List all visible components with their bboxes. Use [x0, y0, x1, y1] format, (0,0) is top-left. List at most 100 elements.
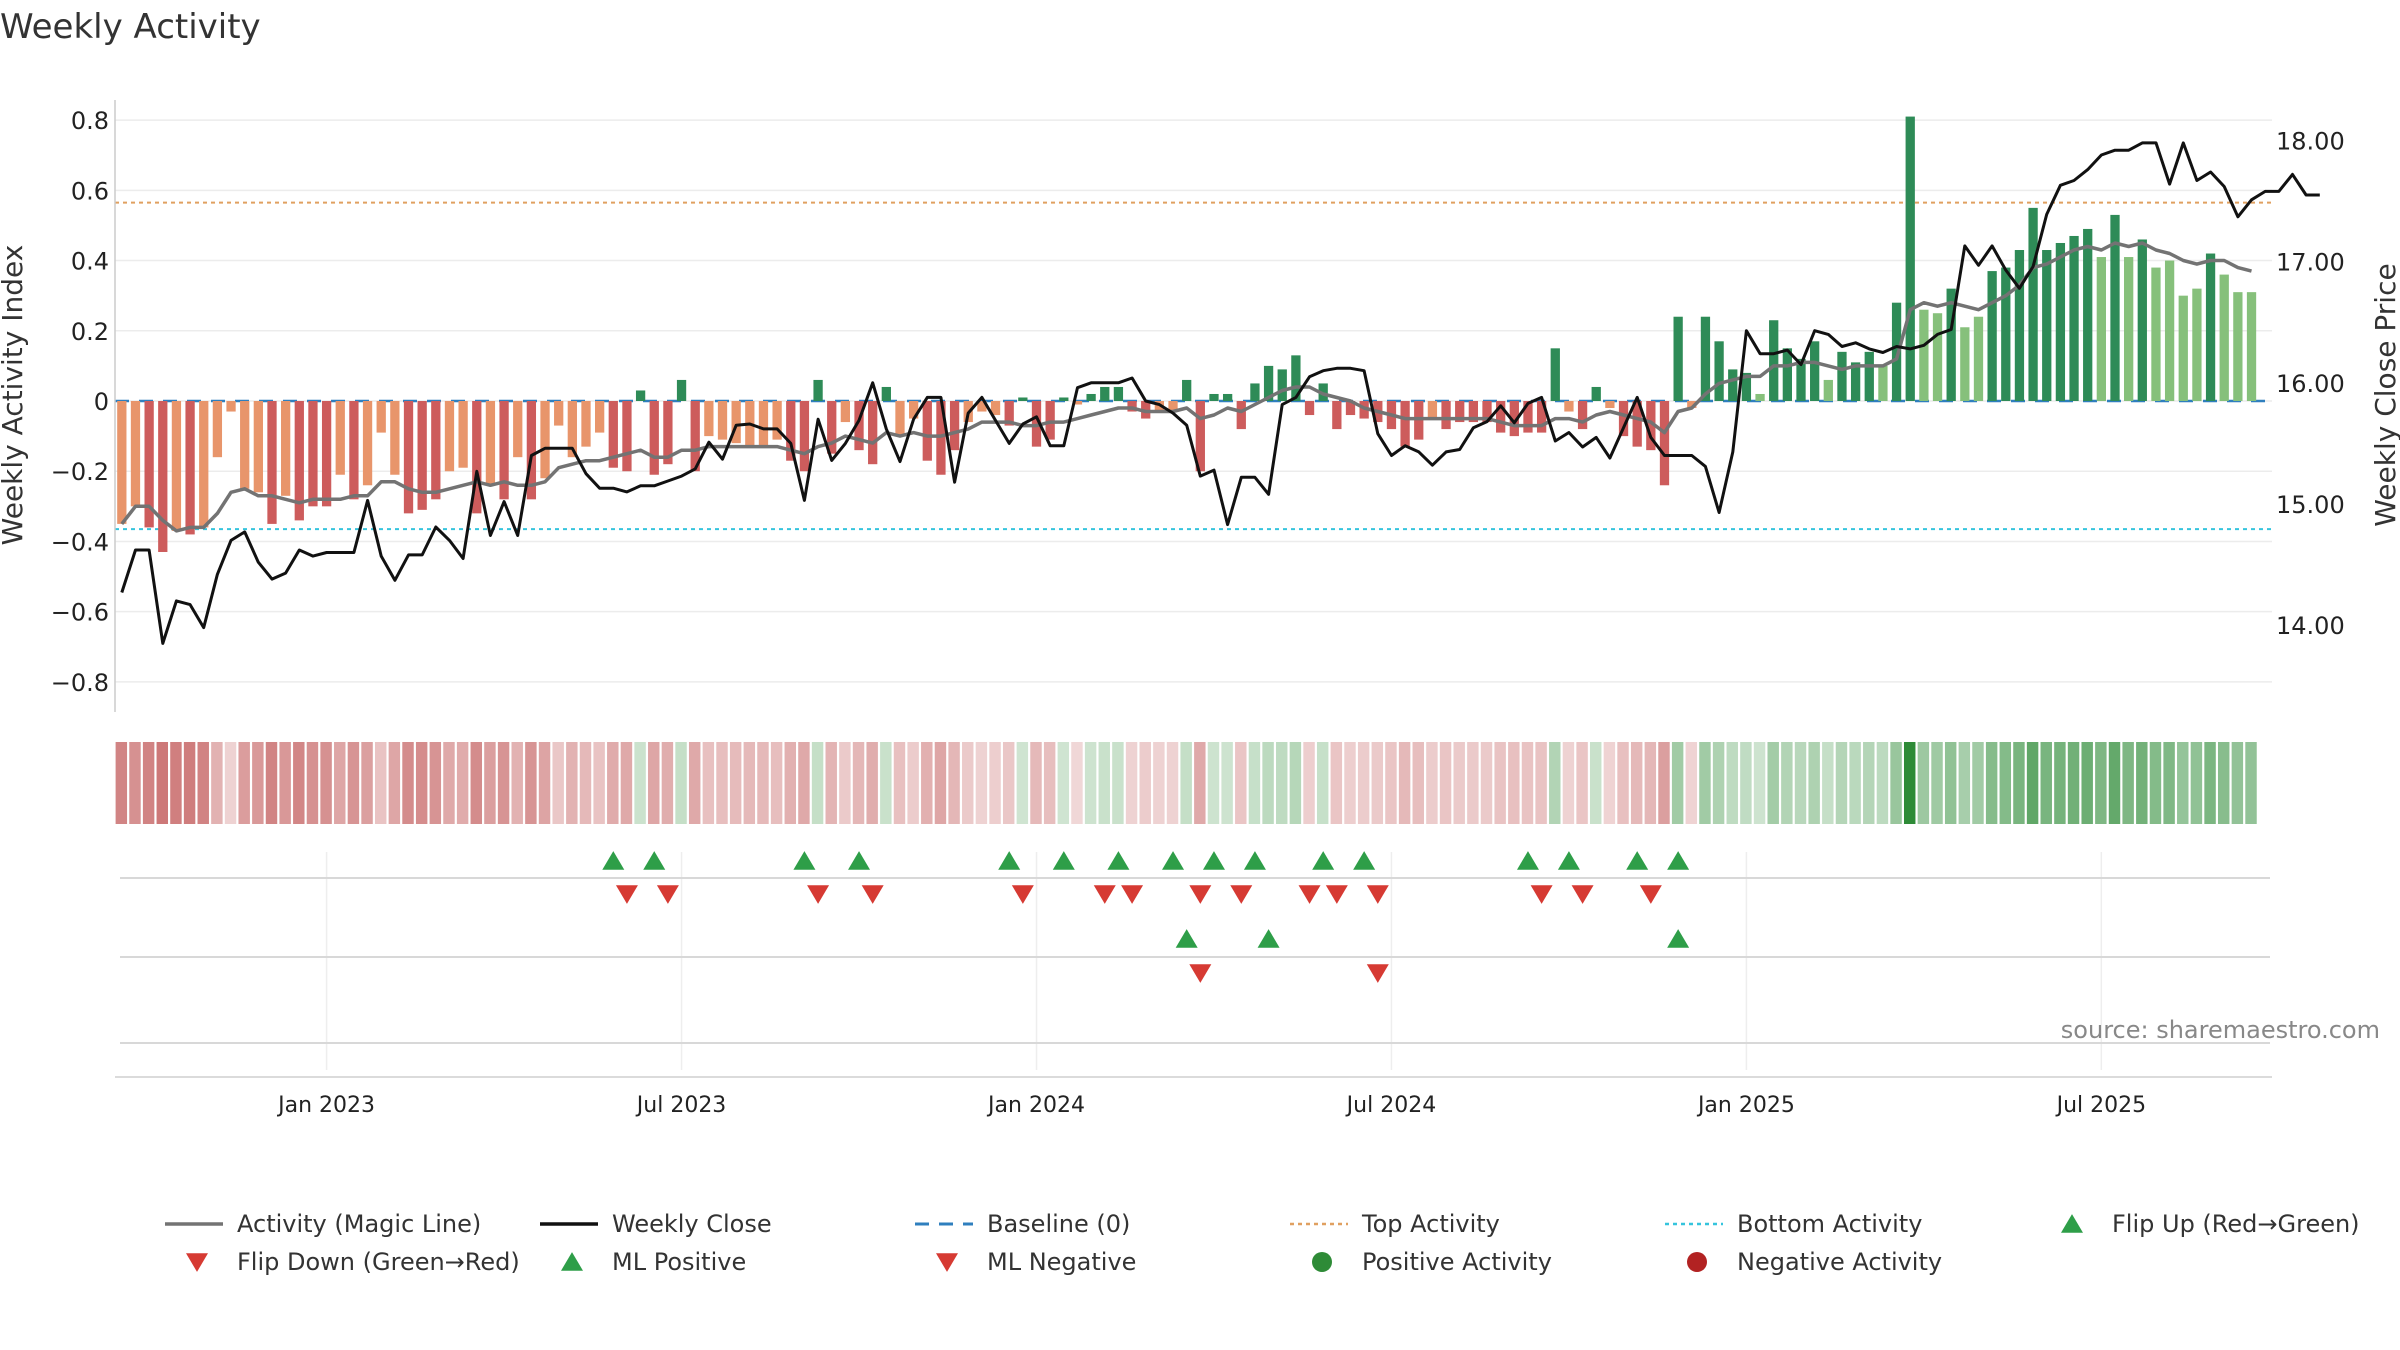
ml-positive-marker — [1257, 929, 1280, 948]
activity-strip-cell — [197, 742, 209, 824]
activity-bar — [199, 401, 209, 528]
activity-bar — [908, 401, 919, 419]
activity-strip-cell — [1071, 742, 1083, 824]
activity-strip-cell — [1371, 742, 1384, 824]
activity-bar — [431, 401, 441, 500]
activity-bar — [2028, 207, 2038, 401]
activity-bar — [1045, 401, 1055, 440]
activity-strip-cell — [1549, 742, 1561, 824]
activity-bar — [2233, 292, 2243, 401]
y-tick-label: −0.8 — [51, 669, 109, 697]
activity-strip-cell — [1644, 742, 1657, 824]
activity-strip-cell — [743, 742, 756, 824]
activity-bar — [868, 401, 878, 465]
activity-strip-cell — [2081, 742, 2093, 824]
activity-bar — [717, 401, 728, 440]
activity-bar — [267, 401, 277, 524]
activity-strip-cell — [975, 742, 988, 824]
activity-bar — [1263, 365, 1274, 401]
activity-bar — [321, 401, 332, 507]
activity-strip-cell — [2026, 742, 2039, 824]
activity-bar — [1332, 401, 1342, 430]
activity-bar — [1427, 401, 1438, 419]
activity-strip-cell — [2013, 742, 2025, 824]
y-tick-label: 0 — [94, 388, 109, 416]
x-tick-label: Jan 2023 — [276, 1093, 375, 1118]
activity-bar — [2124, 257, 2134, 401]
activity-bar — [567, 401, 577, 458]
activity-bar — [1960, 327, 1970, 401]
activity-bar — [663, 401, 673, 465]
activity-strip-cell — [1248, 742, 1261, 824]
y2-tick-label: 14.00 — [2276, 612, 2345, 640]
legend-label: Activity (Magic Line) — [237, 1210, 481, 1238]
activity-bar — [2151, 267, 2161, 401]
activity-bar — [1796, 358, 1806, 401]
activity-bar — [1277, 369, 1287, 401]
activity-strip-cell — [839, 742, 851, 824]
activity-bar — [226, 401, 236, 412]
activity-bar — [158, 401, 168, 552]
activity-bar — [827, 401, 837, 454]
activity-strip-cell — [1166, 742, 1179, 824]
flip-up-marker — [1557, 851, 1580, 870]
activity-bar — [1482, 401, 1492, 423]
ml-negative-marker — [1366, 964, 1389, 983]
activity-bar — [526, 401, 537, 500]
activity-bar — [2042, 250, 2052, 401]
activity-bar — [895, 401, 905, 437]
activity-strip-cell — [1153, 742, 1165, 824]
activity-bar — [1769, 320, 1779, 401]
legend-swatch — [186, 1253, 208, 1272]
activity-bar — [1564, 401, 1574, 412]
source-credit: source: sharemaestro.com — [2061, 1016, 2380, 1044]
activity-strip-cell — [607, 742, 619, 824]
activity-strip-cell — [893, 742, 906, 824]
activity-bar — [1782, 348, 1792, 401]
activity-bar — [1182, 379, 1192, 401]
flip-up-marker — [1243, 851, 1266, 870]
activity-bar — [595, 401, 605, 433]
flip-down-marker — [1230, 885, 1253, 904]
activity-bar — [1100, 386, 1110, 401]
activity-strip-cell — [1262, 742, 1274, 824]
activity-bar — [1864, 351, 1874, 401]
flip-up-marker — [1052, 851, 1075, 870]
activity-bar — [1523, 401, 1533, 433]
activity-strip-cell — [620, 742, 633, 824]
activity-bar — [335, 401, 345, 475]
activity-bar — [1946, 288, 1956, 401]
legend-label: Weekly Close — [612, 1210, 772, 1238]
activity-strip-cell — [2108, 742, 2121, 824]
activity-strip-cell — [1944, 742, 1957, 824]
activity-strip-cell — [770, 742, 783, 824]
y2-tick-label: 17.00 — [2276, 249, 2345, 277]
activity-bar — [499, 401, 509, 500]
activity-bar — [2055, 242, 2066, 401]
flip-down-marker — [861, 885, 884, 904]
flip-up-marker — [848, 851, 871, 870]
activity-bar — [799, 401, 810, 472]
activity-strip-cell — [989, 742, 1001, 824]
activity-strip-cell — [279, 742, 291, 824]
activity-bar — [1468, 401, 1479, 423]
activity-bar — [731, 401, 741, 444]
activity-bar — [2164, 260, 2175, 401]
flip-down-marker — [1298, 885, 1321, 904]
activity-bar — [1168, 401, 1178, 412]
activity-bar — [1987, 271, 1997, 401]
activity-bar — [2110, 214, 2120, 401]
activity-bar — [1059, 397, 1069, 401]
axes: 0.8 0.6 0.4 0.2 0 −0.2 −0.4 −0.6 −0.8 18.00 17.00 1… — [51, 100, 2345, 1118]
activity-strip-cell — [1002, 742, 1015, 824]
activity-strip-cell — [1030, 742, 1042, 824]
activity-strip-cell — [142, 742, 155, 824]
activity-bar — [2178, 295, 2188, 401]
flip-up-marker — [1312, 851, 1335, 870]
activity-strip-cell — [320, 742, 332, 824]
activity-bar — [1605, 401, 1615, 409]
activity-bar — [1222, 393, 1233, 401]
flip-up-marker — [602, 851, 625, 870]
activity-strip-cell — [921, 742, 933, 824]
activity-strip-cell — [1521, 742, 1534, 824]
